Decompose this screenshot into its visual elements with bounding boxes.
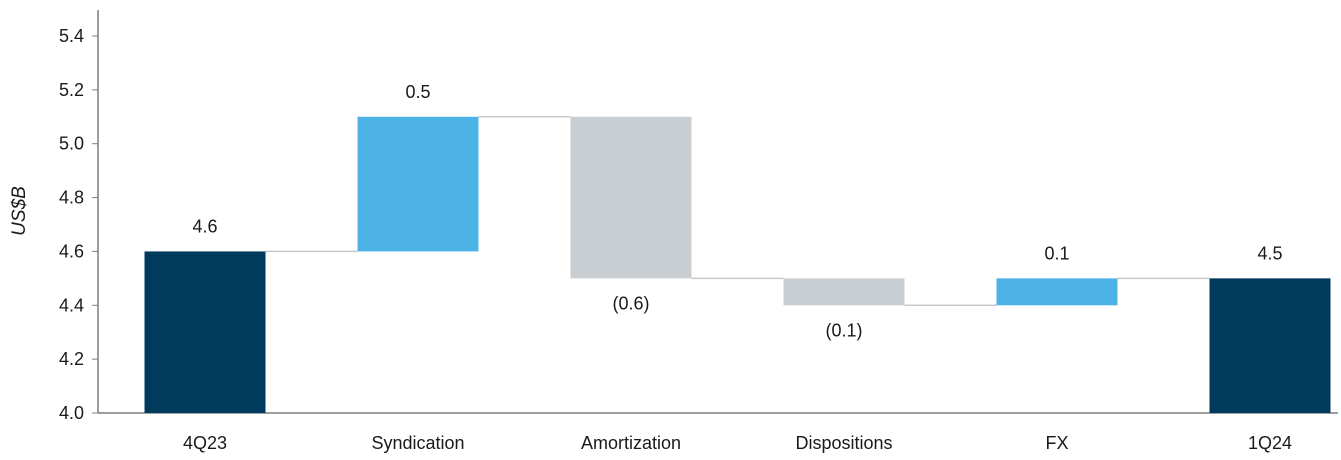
- y-tick-label: 4.0: [59, 403, 84, 423]
- y-tick-label: 5.2: [59, 80, 84, 100]
- data-label: 4.6: [192, 216, 217, 236]
- y-tick-label: 5.4: [59, 26, 84, 46]
- bar-1q24: [1209, 278, 1331, 413]
- category-label: 4Q23: [183, 433, 227, 453]
- bar-syndication: [357, 116, 479, 252]
- data-label: 4.5: [1257, 243, 1282, 263]
- data-label: (0.6): [612, 293, 649, 313]
- data-label: 0.5: [405, 82, 430, 102]
- category-label: Dispositions: [795, 433, 892, 453]
- y-axis-title: US$B: [9, 186, 30, 236]
- bar-fx: [996, 278, 1118, 306]
- bar-dispositions: [783, 278, 905, 306]
- bar-amortization: [570, 116, 692, 279]
- category-label: Syndication: [371, 433, 464, 453]
- data-label: 0.1: [1044, 243, 1069, 263]
- y-tick-label: 5.0: [59, 134, 84, 154]
- y-tick-label: 4.2: [59, 349, 84, 369]
- y-tick-label: 4.4: [59, 295, 84, 315]
- category-label: 1Q24: [1248, 433, 1292, 453]
- category-label: Amortization: [581, 433, 681, 453]
- y-tick-label: 4.8: [59, 188, 84, 208]
- data-label: (0.1): [825, 320, 862, 340]
- category-label: FX: [1045, 433, 1068, 453]
- y-tick-label: 4.6: [59, 241, 84, 261]
- bar-4q23: [144, 251, 266, 413]
